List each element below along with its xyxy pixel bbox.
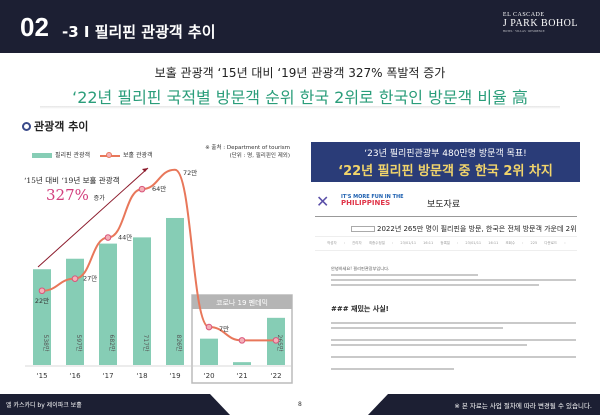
bar-label: 538만 (42, 335, 50, 352)
line-point (272, 337, 280, 344)
footer-left: 엘 카스카디 by 제이파크 보홀 (0, 394, 230, 415)
philippines-logo-icon: ✕ (316, 192, 330, 211)
divider (40, 106, 560, 109)
x-tick-label: ‘21 (236, 372, 247, 380)
press-banner: ‘23년 필리핀관광부 480만명 방문객 목표! ‘22년 필리핀 방문객 중… (311, 142, 580, 182)
bar-label: 265만 (276, 335, 284, 352)
bar-label: 826만 (175, 335, 183, 352)
line-point (138, 185, 146, 193)
x-tick-label: ‘18 (136, 372, 147, 380)
chart-legend: 필리핀 관광객 보홀 관광객 (32, 150, 153, 159)
line-label: 72만 (183, 168, 197, 177)
brand-logo: EL CASCADE J PARK BOHOL HOTEL · VILLAS · R… (502, 12, 578, 33)
bar-label: 597만 (75, 335, 83, 352)
bar-3 (133, 237, 151, 365)
line-point (205, 323, 213, 331)
line-label: 7만 (219, 324, 229, 333)
legend-bar-swatch (32, 153, 52, 158)
x-tick-label: ‘16 (69, 372, 81, 380)
arrow-head-icon (142, 168, 148, 172)
trend-arrow (37, 167, 149, 268)
bar-0 (33, 269, 51, 365)
chart-title: 관광객 추이 (22, 118, 88, 134)
x-tick-label: ‘22 (270, 372, 281, 380)
x-tick-label: ‘15 (36, 372, 47, 380)
bar-1 (66, 258, 84, 365)
line-point (71, 275, 79, 282)
tourist-chart: 코로나 19 펜데믹 538만 ‘15 597만 ‘16 682만 ‘17 717만 ‘18 82… (25, 167, 293, 384)
line-series (41, 168, 276, 342)
line-label: 64만 (152, 184, 166, 193)
line-point (104, 234, 112, 241)
bar-4 (166, 217, 184, 365)
x-tick-label: ‘17 (102, 372, 113, 380)
press-title: 2022년 265만 명이 필리핀을 방문, 한국은 전체 방문객 가운데 2위 (351, 224, 577, 234)
bullet-icon (22, 122, 31, 131)
line-label: 22만 (35, 296, 49, 305)
bar-6 (233, 362, 251, 365)
bar-label: 682만 (108, 335, 116, 352)
line-label: 44만 (118, 233, 132, 242)
press-heading: 보도자료 (427, 200, 461, 210)
page-number: 8 (298, 401, 302, 408)
subtitle-line1: 보홀 관광객 ‘15년 대비 ‘19년 관광객 327% 폭발적 증가 (154, 66, 446, 80)
press-greeting: 안녕하세요! 필리핀관광부입니다. (331, 266, 390, 271)
section-title: -3 I 필리핀 관광객 추이 (62, 23, 216, 41)
section-number: 02 (20, 12, 49, 42)
bar-label: 717만 (142, 335, 150, 352)
covid-box-header (192, 295, 292, 309)
bar-5 (200, 338, 218, 365)
x-tick-label: ‘20 (203, 372, 214, 380)
line-point (238, 337, 246, 344)
press-subheading: ### 재밌는 사실! (331, 305, 389, 313)
press-meta: 작성자 : 관리자 최종수정일 : 23/01/11 16:11 등록일 : 2… (327, 241, 566, 245)
x-tick-label: ‘19 (169, 372, 180, 380)
bar-2 (99, 243, 117, 365)
line-point (38, 287, 46, 295)
footer-right: ※ 본 자료는 사업 절차에 따라 변경될 수 있습니다. (368, 394, 600, 415)
chart-source: ※ 출처 : Department of tourism (단위 : 명, 필리핀… (205, 145, 290, 159)
line-label: 27만 (83, 274, 97, 283)
philippines-brand: IT'S MORE FUN IN THE PHILIPPINES (341, 194, 404, 207)
legend-line-swatch (100, 151, 121, 158)
growth-note: ‘15년 대비 ‘19년 보홀 관광객 327% 증가 (24, 176, 120, 204)
header-bar: 02 -3 I 필리핀 관광객 추이 EL CASCADE J PARK BOHO… (0, 0, 600, 53)
press-release-image: ✕ IT'S MORE FUN IN THE PHILIPPINES 보도자료 2… (311, 186, 586, 394)
subtitle-line2: ‘22년 필리핀 국적별 방문객 순위 한국 2위로 한국인 방문객 비율 高 (72, 88, 528, 107)
covid-label: 코로나 19 펜데믹 (216, 298, 268, 307)
